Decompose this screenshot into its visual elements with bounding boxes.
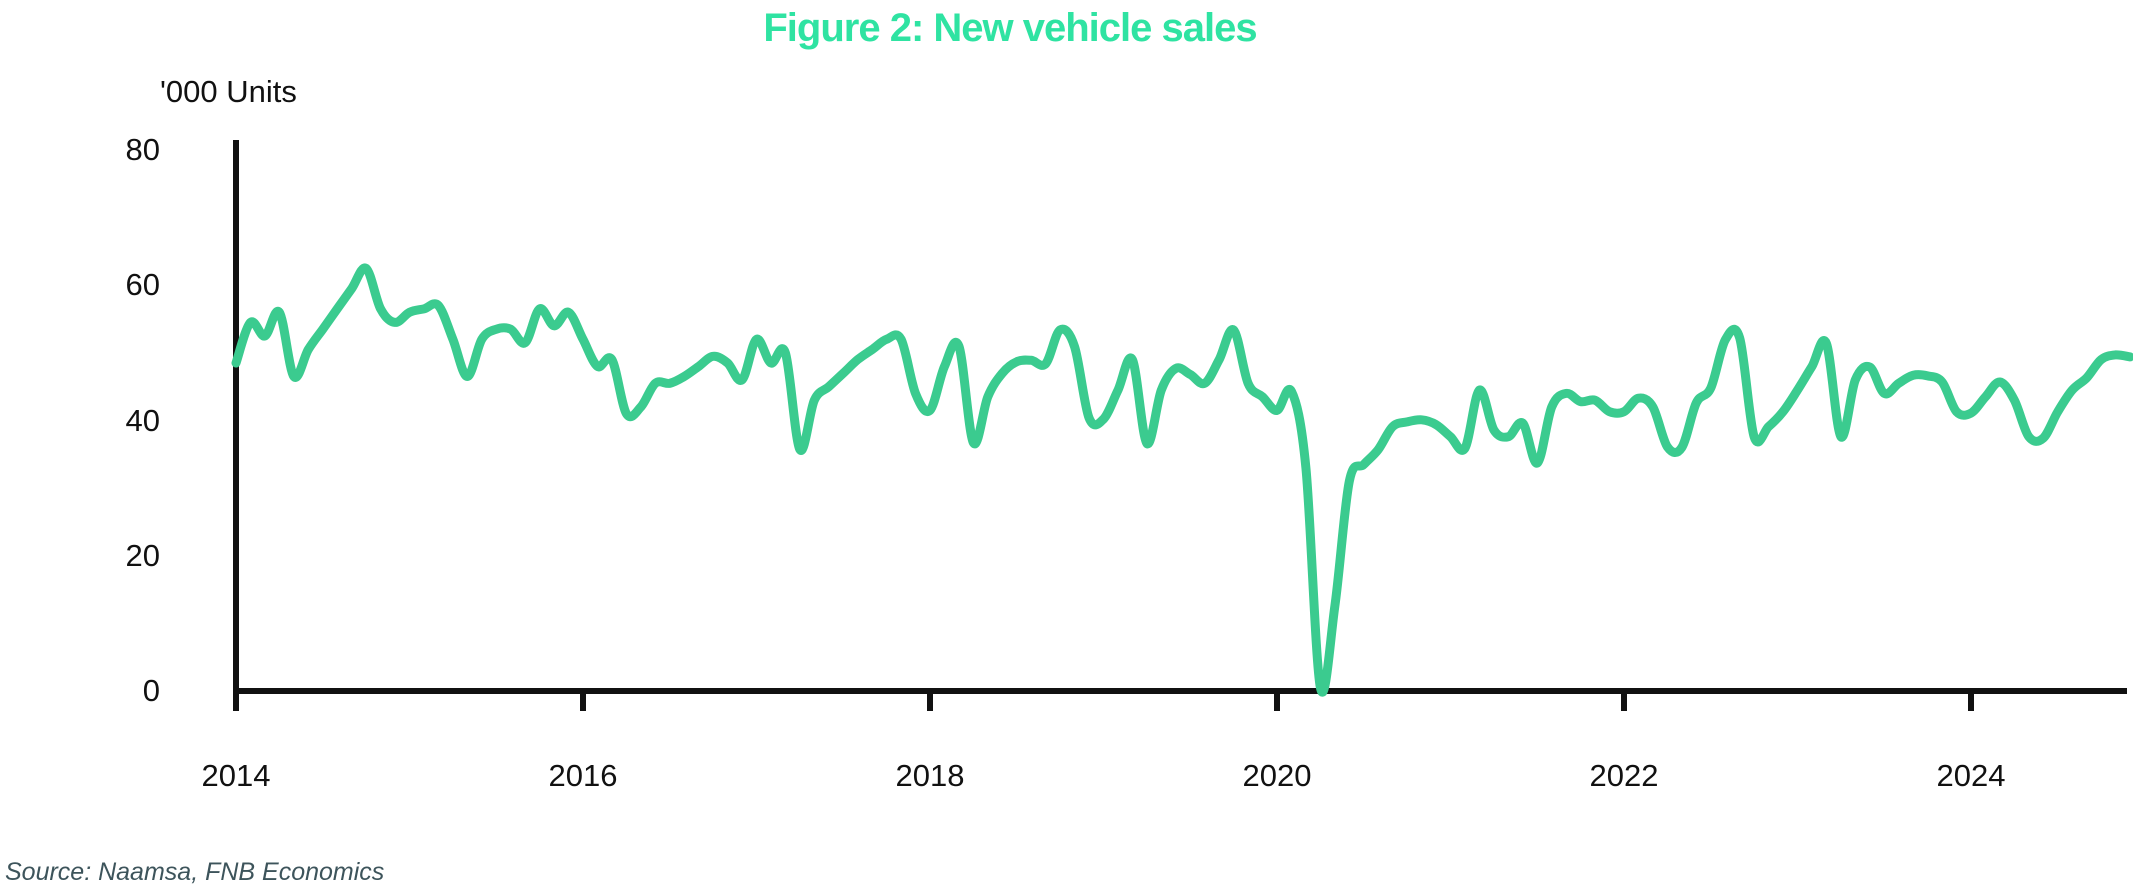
- x-axis-tick-2024: [1968, 691, 1974, 711]
- x-tick-label-2024: 2024: [1936, 758, 2006, 793]
- x-axis-tick-2016: [580, 691, 586, 711]
- x-tick-label-2018: 2018: [895, 758, 965, 793]
- y-tick-label-0: 0: [142, 673, 160, 708]
- y-tick-label-60: 60: [125, 267, 160, 303]
- x-tick-label-2014: 2014: [201, 758, 271, 793]
- y-tick-label-20: 20: [125, 537, 160, 573]
- y-tick-label-80: 80: [125, 132, 160, 167]
- source-note: Source: Naamsa, FNB Economics: [5, 858, 385, 886]
- x-axis-tick-2014: [233, 691, 239, 711]
- x-axis-tick-2022: [1621, 691, 1627, 711]
- x-tick-label-2016: 2016: [548, 758, 618, 793]
- x-tick-label-2020: 2020: [1242, 758, 1312, 793]
- y-axis-line: [233, 140, 239, 711]
- x-tick-label-2022: 2022: [1589, 758, 1659, 793]
- x-axis-tick-2018: [927, 691, 933, 711]
- sales-line: [231, 263, 2133, 697]
- y-tick-label-40: 40: [125, 402, 160, 438]
- axes: [233, 140, 2127, 711]
- x-axis-line: [233, 688, 2127, 694]
- x-axis-tick-2020: [1274, 691, 1280, 711]
- y-axis-unit-label: '000 Units: [160, 74, 297, 109]
- chart-title: Figure 2: New vehicle sales: [763, 6, 1257, 50]
